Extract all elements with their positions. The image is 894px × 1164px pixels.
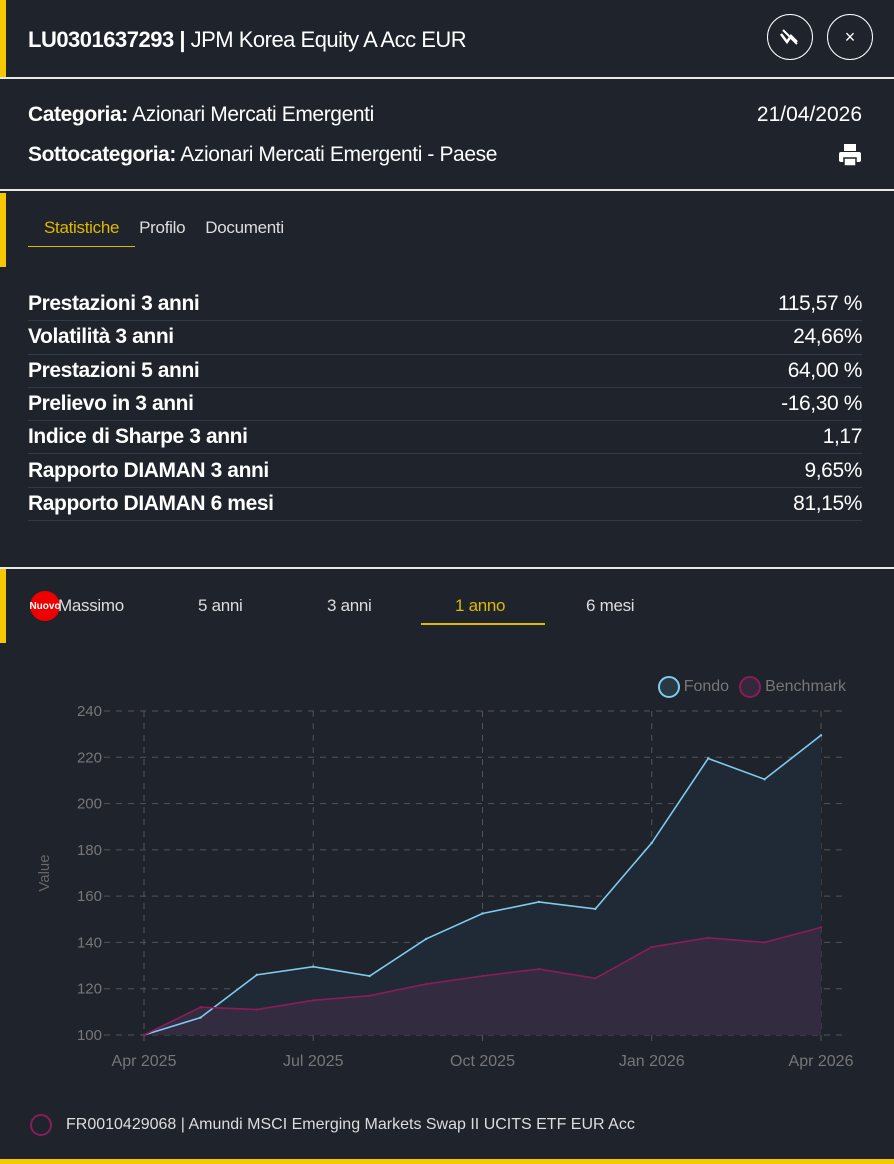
benchmark-line	[143, 926, 822, 1036]
benchmark-point	[424, 982, 428, 986]
benchmark-info: FR0010429068 | Amundi MSCI Emerging Mark…	[30, 1114, 635, 1136]
divider	[0, 567, 894, 569]
benchmark-name: FR0010429068 | Amundi MSCI Emerging Mark…	[66, 1116, 635, 1133]
categoria: Categoria: Azionari Mercati Emergenti	[28, 103, 374, 126]
fondo-point	[481, 912, 484, 915]
sottocategoria: Sottocategoria: Azionari Mercati Emergen…	[28, 143, 497, 166]
x-tick-label: Oct 2025	[450, 1053, 515, 1070]
fund-name: JPM Korea Equity A Acc EUR	[190, 27, 467, 52]
stat-row: Rapporto DIAMAN 6 mesi 81,15%	[28, 488, 862, 522]
fondo-point	[706, 757, 710, 760]
benchmark-point	[481, 974, 484, 978]
y-tick-label: 240	[77, 703, 102, 720]
fondo-point	[255, 973, 259, 977]
fondo-area	[144, 735, 821, 1035]
y-axis-label: Value	[36, 854, 53, 891]
x-tick-label: Jul 2025	[283, 1053, 344, 1070]
x-tick-label: Jan 2026	[619, 1053, 685, 1070]
period-tabs: Nuovo Massimo 5 anni 3 anni 1 anno 6 mes…	[0, 591, 894, 634]
fondo-point	[594, 907, 597, 911]
legend-fondo[interactable]: Fondo	[657, 676, 729, 698]
accent-bar	[0, 0, 6, 79]
fondo-point	[763, 778, 766, 781]
info-section: Categoria: Azionari Mercati Emergenti So…	[0, 81, 894, 191]
new-badge: Nuovo	[29, 591, 61, 621]
y-tick-label: 180	[77, 842, 102, 859]
accent-bar	[0, 569, 6, 643]
tab-statistiche[interactable]: Statistiche	[28, 215, 136, 247]
fondo-line	[143, 734, 822, 1036]
legend-benchmark[interactable]: Benchmark	[739, 676, 846, 698]
benchmark-area	[144, 927, 821, 1035]
benchmark-point	[255, 1008, 259, 1011]
benchmark-point	[312, 999, 315, 1002]
accent-bar	[0, 193, 6, 267]
period-3-anni[interactable]: 3 anni	[327, 596, 372, 615]
tab-profilo[interactable]: Profilo	[139, 218, 186, 237]
benchmark-point	[199, 1006, 202, 1009]
isin: LU0301637293	[28, 27, 174, 52]
fondo-point	[142, 1033, 146, 1037]
fondo-point	[368, 974, 371, 978]
benchmark-point	[763, 941, 766, 944]
stat-row: Rapporto DIAMAN 3 anni 9,65%	[28, 454, 862, 488]
stat-row: Prelievo in 3 anni -16,30 %	[28, 388, 862, 422]
printer-icon	[839, 144, 861, 167]
y-tick-label: 140	[77, 934, 102, 951]
x-tick-label: Apr 2026	[789, 1053, 854, 1070]
close-button[interactable]: ×	[827, 14, 873, 60]
period-1-anno[interactable]: 1 anno	[455, 596, 506, 615]
benchmark-swatch	[739, 676, 762, 698]
compare-button[interactable]	[767, 14, 813, 60]
bottom-accent	[0, 1159, 894, 1164]
tabs: Statistiche Profilo Documenti	[28, 215, 300, 247]
fondo-point	[537, 900, 541, 904]
fondo-point	[199, 1016, 202, 1019]
separator: |	[179, 27, 185, 52]
header: LU0301637293 | JPM Korea Equity A Acc EU…	[0, 0, 894, 79]
benchmark-point	[368, 994, 371, 997]
y-tick-label: 120	[77, 981, 102, 998]
y-tick-label: 200	[77, 796, 102, 813]
chart-off-icon	[780, 29, 798, 45]
period-6-mesi[interactable]: 6 mesi	[586, 596, 635, 615]
benchmark-point	[594, 977, 597, 980]
stat-row: Volatilità 3 anni 24,66%	[28, 321, 862, 355]
period-5-anni[interactable]: 5 anni	[198, 596, 243, 615]
fondo-point	[312, 965, 315, 968]
period-massimo[interactable]: Massimo	[58, 596, 124, 615]
benchmark-swatch	[30, 1114, 52, 1136]
stat-row: Prestazioni 5 anni 64,00 %	[28, 355, 862, 388]
benchmark-point	[819, 926, 823, 929]
fondo-point	[424, 937, 428, 941]
tab-documenti[interactable]: Documenti	[205, 218, 284, 237]
chart-legend: Fondo Benchmark	[657, 676, 846, 698]
benchmark-point	[706, 936, 710, 939]
stat-row: Indice di Sharpe 3 anni 1,17	[28, 421, 862, 455]
x-tick-label: Apr 2025	[112, 1053, 177, 1070]
benchmark-point	[650, 945, 653, 949]
y-tick-label: 100	[77, 1027, 102, 1044]
close-icon: ×	[844, 26, 856, 47]
date: 21/04/2026	[756, 103, 862, 126]
benchmark-point	[142, 1033, 146, 1037]
benchmark-point	[537, 967, 541, 971]
fund-title: LU0301637293 | JPM Korea Equity A Acc EU…	[28, 27, 467, 53]
y-tick-label: 220	[77, 749, 102, 766]
fondo-point	[650, 841, 653, 845]
y-tick-label: 160	[77, 888, 102, 905]
active-period-underline	[421, 623, 545, 625]
fondo-swatch	[657, 676, 680, 698]
print-button[interactable]	[838, 143, 862, 172]
stat-row: Prestazioni 3 anni 115,57 %	[28, 288, 862, 322]
fondo-point	[819, 734, 823, 737]
stats-table: Prestazioni 3 anni 115,57 % Volatilità 3 …	[28, 288, 862, 522]
